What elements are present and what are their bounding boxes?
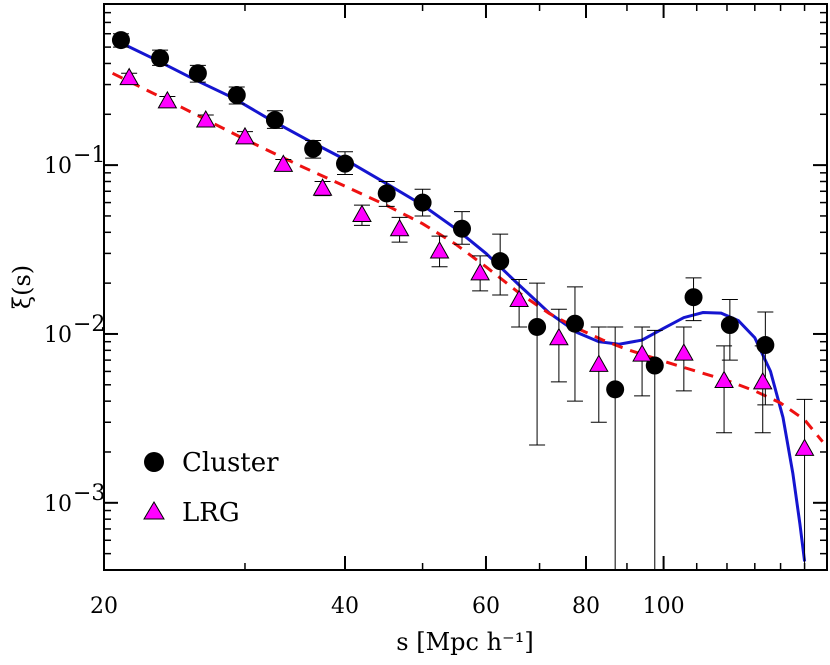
y-tick-label: 10 [44, 323, 72, 348]
lrg-point-7 [389, 218, 410, 237]
x-tick-label: 80 [572, 594, 600, 619]
plot-frame [103, 3, 828, 571]
cluster-point-2 [188, 64, 207, 83]
cluster-point-5 [304, 139, 323, 158]
cluster-point-17 [756, 336, 775, 355]
lrg-point-1 [157, 90, 178, 109]
lrg-point-16 [752, 371, 773, 390]
legend-cluster-label: Cluster [182, 448, 279, 478]
legend: Cluster LRG [143, 448, 279, 528]
axis-ticks [103, 3, 827, 571]
legend-cluster-marker [144, 452, 164, 472]
lrg-point-6 [352, 204, 372, 222]
lrg-point-17 [794, 438, 815, 456]
lrg-model-dashed-line [111, 71, 824, 443]
model-lines [111, 37, 824, 562]
y-axis-title: ξ(s) [8, 265, 36, 309]
cluster-point-15 [684, 288, 703, 307]
lrg-point-2 [195, 109, 216, 128]
data-markers [111, 31, 815, 456]
lrg-point-10 [509, 289, 529, 307]
lrg-point-5 [312, 178, 333, 196]
lrg-point-3 [235, 126, 255, 145]
cluster-point-4 [265, 111, 284, 130]
lrg-point-11 [549, 327, 569, 346]
lrg-point-13 [632, 344, 652, 362]
x-tick-label: 100 [643, 594, 685, 619]
cluster-point-16 [720, 316, 739, 335]
cluster-point-12 [565, 314, 584, 333]
legend-lrg-label: LRG [182, 498, 240, 528]
lrg-point-8 [429, 240, 450, 259]
cluster-point-3 [227, 86, 246, 105]
y-tick-label: 10 [44, 154, 72, 179]
x-tick-label: 60 [472, 594, 500, 619]
lrg-point-0 [119, 67, 140, 86]
lrg-point-15 [714, 370, 734, 389]
error-bars [112, 33, 813, 570]
lrg-point-14 [673, 343, 694, 361]
cluster-point-13 [606, 380, 625, 399]
cluster-point-9 [452, 219, 471, 238]
cluster-point-7 [377, 184, 396, 203]
x-tick-label: 20 [90, 594, 118, 619]
y-tick-label-exponent: −2 [73, 312, 105, 337]
lrg-point-4 [273, 154, 294, 172]
lrg-point-9 [470, 262, 490, 281]
cluster-point-10 [491, 252, 510, 271]
cluster-point-6 [336, 154, 354, 173]
cluster-point-11 [528, 317, 547, 336]
y-tick-label-exponent: −3 [73, 481, 105, 506]
lrg-point-12 [588, 354, 609, 372]
y-tick-label: 10 [44, 492, 72, 517]
cluster-point-1 [151, 49, 170, 68]
cluster-point-8 [413, 193, 432, 212]
x-axis-title: s [Mpc h⁻¹] [396, 628, 533, 656]
cluster-point-0 [111, 31, 130, 50]
y-tick-label-exponent: −1 [73, 143, 105, 168]
legend-lrg-marker [143, 501, 165, 520]
x-tick-label: 40 [331, 594, 359, 619]
